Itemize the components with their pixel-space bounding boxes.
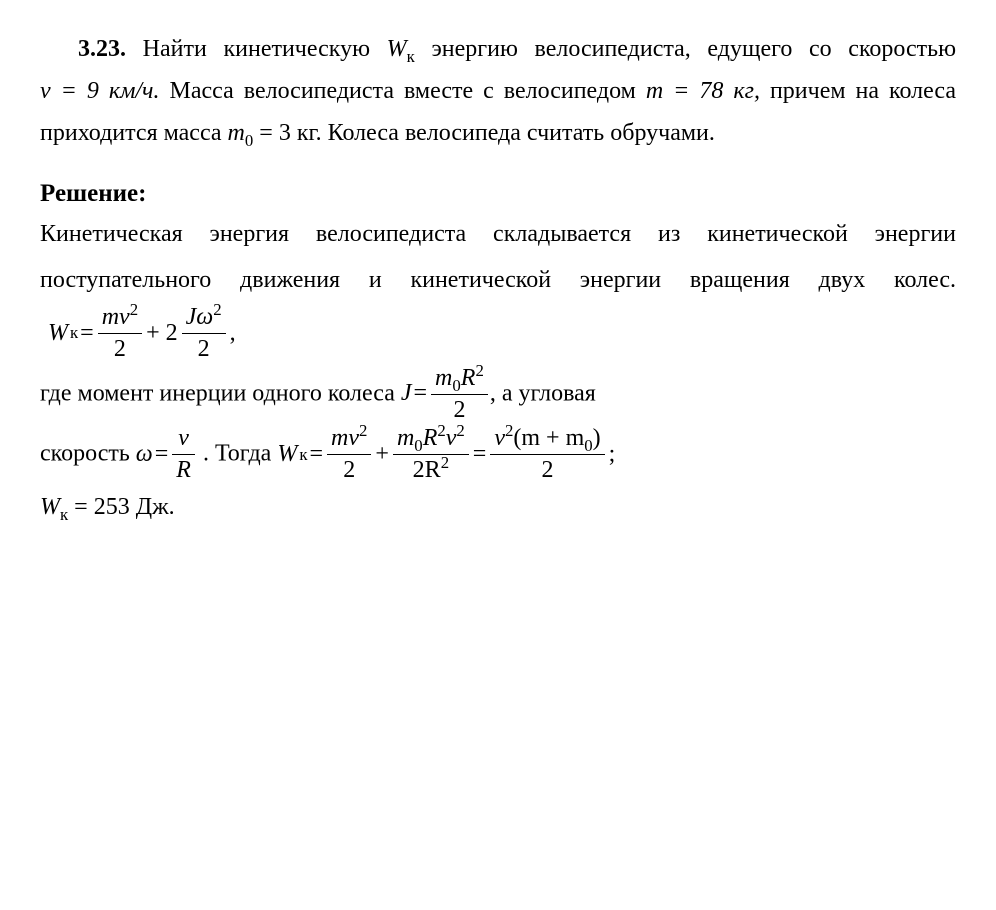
text: Масса велосипедиста вместе с велосипедом [170,78,646,104]
fraction-Jw2-2: Jω2 2 [182,303,226,364]
text: где момент инерции одного колеса [40,380,401,406]
text: Кинетическая энергия велосипедиста склад… [40,221,956,293]
text: Колеса велосипеда считать обручами. [328,120,715,146]
solution-title: Решение: [40,180,956,208]
problem-number: 3.23. [78,36,126,62]
text: , а угловая [490,380,596,406]
fraction-m0R2-2: m0R2 2 [431,364,488,425]
sub-k: к [407,47,415,66]
text: энергию велосипедиста, едущего со скорос… [431,36,956,62]
m-eq: m = 78 кг, [646,78,760,104]
equation-omega: ω = v R [136,424,197,485]
solution-body: Кинетическая энергия велосипедиста склад… [40,212,956,531]
equation-result: Wк = 253 Дж. [40,494,175,520]
fraction-3c: v2(m + m0) 2 [490,424,604,485]
problem-statement: 3.23. Найти кинетическую Wк энергию вело… [40,28,956,154]
text: скорость [40,441,136,467]
equation-J: J = m0R2 2 [401,364,490,425]
text: . Тогда [203,441,277,467]
v-eq: v = 9 км/ч. [40,78,160,104]
fraction-3b: m0R2v2 2R2 [393,424,469,485]
m0-eq: m0 = 3 кг. [228,120,322,146]
fraction-3a: mv2 2 [327,424,371,485]
fraction-mv2-2: mv2 2 [98,303,142,364]
symbol-W: W [387,36,407,62]
fraction-v-R: v R [172,424,195,485]
equation-3: Wк = mv2 2 + m0R2v2 2R2 = v2(m + m0) 2 ; [277,424,615,485]
equation-1: Wк = mv2 2 + 2 Jω2 2 , [40,303,236,364]
text: Найти кинетическую [143,36,387,62]
